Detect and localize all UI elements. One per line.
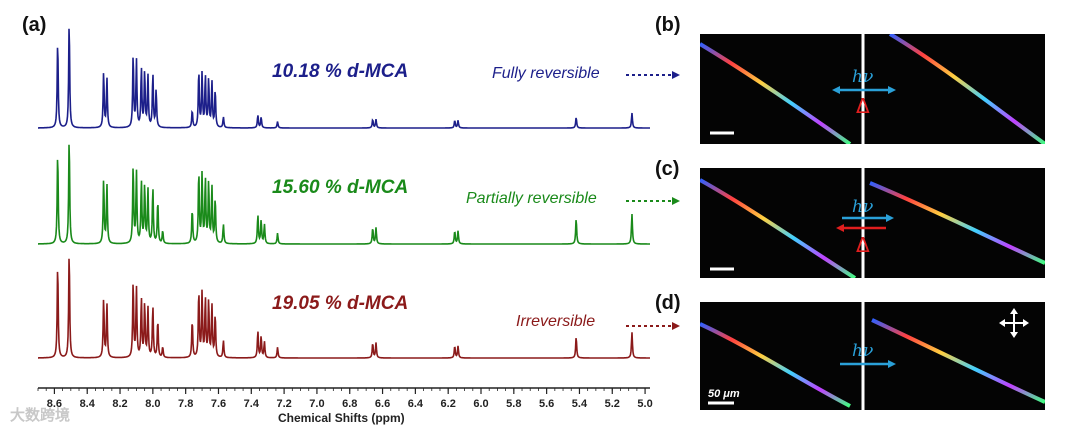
micrograph-b: hν Δ bbox=[700, 34, 1045, 144]
arrowhead-right bbox=[886, 214, 894, 222]
watermark: 大数跨境 bbox=[10, 407, 71, 424]
x-axis-tick-label: 6.2 bbox=[441, 398, 456, 410]
heat-symbol: Δ bbox=[856, 94, 870, 118]
concentration-label-2: 15.60 % d-MCA bbox=[272, 177, 409, 198]
x-axis-tick-label: 6.6 bbox=[375, 398, 390, 410]
reversibility-label-3: Irreversible bbox=[516, 313, 596, 330]
x-axis-tick-label: 5.8 bbox=[506, 398, 521, 410]
heat-symbol: Δ bbox=[856, 233, 870, 257]
fiber bbox=[888, 34, 1045, 144]
spectrum-line-1 bbox=[38, 28, 650, 129]
hv-symbol: hν bbox=[852, 341, 873, 361]
x-axis-tick-label: 8.4 bbox=[80, 398, 96, 410]
x-axis-tick-label: 6.4 bbox=[408, 398, 424, 410]
x-axis-tick-label: 7.2 bbox=[276, 398, 291, 410]
spectrum-line-3 bbox=[38, 258, 650, 359]
x-axis-tick-label: 6.0 bbox=[473, 398, 488, 410]
arrowhead-right bbox=[888, 86, 896, 94]
fiber bbox=[700, 42, 852, 144]
panel-label-b: (b) bbox=[655, 14, 681, 36]
panel-label-d: (d) bbox=[655, 292, 681, 314]
fiber bbox=[869, 181, 1045, 265]
micrograph-c: hν Δ bbox=[700, 168, 1045, 278]
polarizer-cross-icon bbox=[999, 308, 1029, 338]
x-axis-tick-label: 8.0 bbox=[145, 398, 160, 410]
reversibility-label-1: Fully reversible bbox=[492, 65, 600, 82]
arrowhead-3 bbox=[672, 322, 680, 330]
nmr-spectra-chart: 8.6 8.4 8.2 8.0 7.8 7.6 7.4 7.2 7.0 6.8 6.6 6.4 6.2 6… bbox=[37, 28, 653, 410]
concentration-label-3: 19.05 % d-MCA bbox=[272, 293, 409, 314]
spectrum-line-2 bbox=[38, 144, 650, 245]
scale-bar-label: 50 μm bbox=[708, 388, 740, 400]
fiber bbox=[700, 178, 857, 278]
arrowhead-2 bbox=[672, 197, 680, 205]
x-axis-tick-label: 8.2 bbox=[112, 398, 127, 410]
x-axis-tick-label: 5.4 bbox=[572, 398, 588, 410]
x-axis-title: Chemical Shifts (ppm) bbox=[278, 411, 405, 425]
dotted-arrows bbox=[626, 71, 680, 330]
x-axis-tick-label: 7.0 bbox=[309, 398, 324, 410]
hv-symbol: hν bbox=[852, 197, 873, 217]
arrowhead-left bbox=[836, 224, 844, 232]
panel-label-c: (c) bbox=[655, 158, 680, 180]
reversibility-label-2: Partially reversible bbox=[466, 190, 597, 207]
fiber bbox=[700, 322, 851, 408]
arrowhead-left bbox=[832, 86, 840, 94]
x-axis-tick-label: 8.6 bbox=[47, 398, 62, 410]
arrowhead-1 bbox=[672, 71, 680, 79]
hv-symbol: hν bbox=[852, 67, 873, 87]
concentration-label-1: 10.18 % d-MCA bbox=[272, 61, 409, 82]
x-axis-tick-label: 5.0 bbox=[637, 398, 652, 410]
x-axis-tick-label: 7.6 bbox=[211, 398, 226, 410]
x-axis-tick-label: 5.6 bbox=[539, 398, 554, 410]
x-axis-tick-label: 7.4 bbox=[244, 398, 260, 410]
x-axis-tick-label: 7.8 bbox=[178, 398, 193, 410]
micrograph-d: hν 50 μm bbox=[700, 302, 1045, 410]
x-axis-tick-label: 6.8 bbox=[342, 398, 357, 410]
fiber bbox=[871, 318, 1045, 404]
x-axis-tick-label: 5.2 bbox=[605, 398, 620, 410]
panel-label-a: (a) bbox=[22, 14, 47, 36]
arrowhead-right bbox=[888, 360, 896, 368]
